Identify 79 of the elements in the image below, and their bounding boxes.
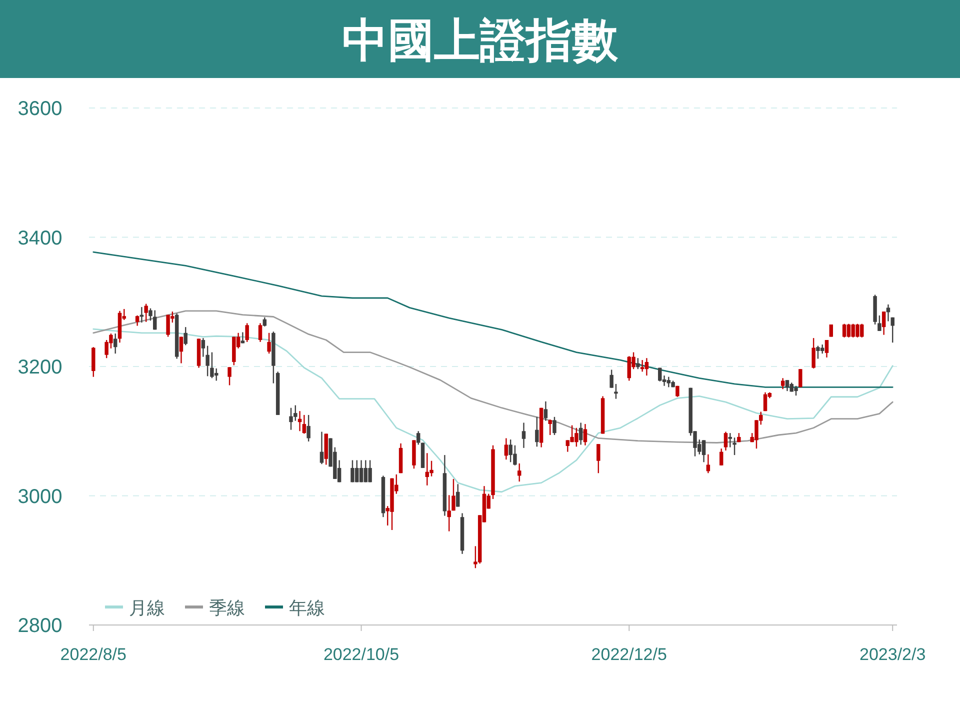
candlestick	[780, 378, 785, 390]
legend-label: 季線	[209, 598, 245, 618]
y-tick-label: 3400	[18, 227, 62, 250]
candlestick	[267, 332, 271, 354]
candlestick	[135, 314, 140, 326]
candlestick	[447, 494, 451, 532]
candlestick	[728, 432, 732, 448]
candlestick	[214, 368, 218, 382]
legend-label: 月線	[129, 598, 165, 618]
candlestick	[262, 316, 267, 328]
candlestick	[228, 366, 232, 386]
candlestick	[610, 369, 614, 388]
candlestick	[364, 460, 368, 483]
candlestick	[719, 448, 724, 466]
candlestick	[210, 352, 214, 379]
candlestick	[578, 422, 583, 446]
candlestick	[153, 310, 157, 330]
candlestick	[368, 460, 372, 483]
candlestick	[452, 478, 456, 512]
line-series	[92, 328, 894, 493]
candlestick	[812, 337, 816, 370]
candlestick	[878, 314, 882, 332]
candlestick	[829, 324, 833, 338]
legend-label: 年線	[289, 598, 325, 618]
candlestick	[785, 379, 790, 392]
candlestick	[566, 440, 570, 452]
y-tick-label: 3200	[18, 356, 62, 378]
candlestick	[535, 416, 539, 448]
candlestick	[886, 304, 890, 322]
x-tick-label: 2022/10/5	[323, 645, 400, 664]
candlestick	[882, 310, 886, 336]
candlestick	[544, 400, 548, 422]
candlestick	[548, 418, 552, 436]
candlestick	[640, 359, 644, 372]
candlestick	[596, 443, 600, 474]
candlestick	[179, 336, 184, 364]
line-series	[92, 251, 894, 388]
candlestick	[763, 392, 768, 412]
candlestick	[517, 462, 522, 482]
candlestick	[258, 322, 262, 343]
candlestick	[92, 346, 96, 378]
candlestick	[583, 423, 588, 446]
candlestick	[724, 431, 728, 452]
candlestick	[306, 414, 310, 442]
candlestick	[245, 322, 249, 343]
candlestick	[522, 422, 526, 449]
candlestick	[636, 358, 640, 370]
candlestick	[113, 332, 118, 354]
candlestick	[184, 326, 188, 346]
candlestick	[144, 303, 148, 323]
candlestick	[846, 323, 851, 338]
candlestick	[644, 358, 649, 376]
candlestick	[148, 308, 152, 322]
candlestick	[824, 339, 829, 358]
candlestick	[504, 438, 508, 460]
candlestick	[416, 430, 420, 446]
candlestick	[552, 416, 556, 436]
candlestick	[706, 454, 710, 474]
candlestick	[816, 345, 820, 360]
candlestick	[614, 383, 618, 400]
x-tick-label: 2023/2/3	[860, 645, 926, 664]
x-tick-label: 2022/8/5	[60, 645, 126, 664]
candlestick	[320, 431, 324, 465]
x-tick-label: 2022/12/5	[591, 645, 667, 664]
candlestick	[350, 460, 354, 483]
y-tick-label: 3600	[18, 98, 62, 120]
candlestick	[430, 460, 434, 477]
candlestick	[359, 460, 364, 483]
candlestick	[798, 368, 802, 388]
y-tick-label: 3000	[18, 486, 62, 508]
chart-title: 中國上證指數	[342, 14, 619, 66]
line-series	[92, 310, 894, 444]
candlestick	[302, 414, 306, 434]
candlestick	[666, 376, 671, 388]
candlestick	[842, 323, 846, 338]
y-tick-label: 2800	[18, 615, 62, 637]
candlestick	[658, 367, 662, 382]
candlestick	[456, 484, 460, 508]
candlestick	[702, 440, 706, 463]
